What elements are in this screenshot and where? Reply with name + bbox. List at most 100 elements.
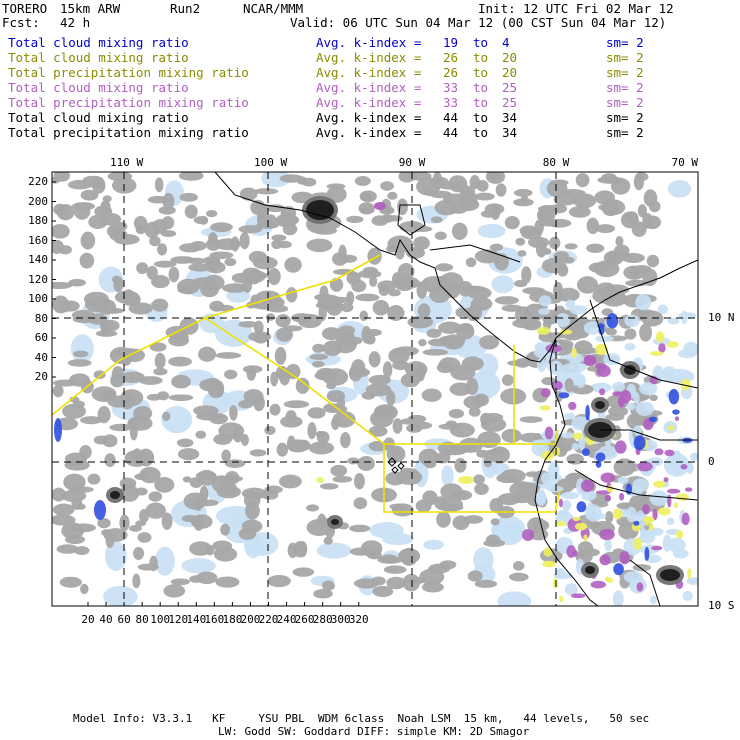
cloud-cell	[575, 173, 590, 188]
cloud-cell	[555, 568, 565, 579]
cloud-cell	[374, 202, 386, 210]
cloud-cell	[666, 488, 681, 494]
cloud-cell	[338, 325, 356, 336]
cloud-cell	[465, 377, 479, 396]
cloud-cell	[238, 400, 254, 409]
cloud-cell	[590, 382, 612, 393]
cloud-cell	[580, 527, 590, 540]
cloud-cell	[619, 492, 625, 501]
cloud-cell	[489, 498, 504, 514]
cloud-cell	[615, 236, 624, 247]
cloud-cell	[353, 497, 368, 510]
legend-value-low: 20	[502, 65, 518, 80]
cloud-cell	[538, 308, 551, 315]
cloud-cell	[540, 472, 551, 485]
cloud-cell	[162, 411, 171, 422]
cloud-cell	[539, 405, 551, 411]
cloud-cell	[340, 432, 351, 449]
cloud-cell	[68, 278, 86, 287]
cloud-cell	[541, 258, 566, 274]
cloud-cell	[574, 340, 593, 355]
cloud-cell	[678, 312, 697, 320]
cloud-cell	[372, 585, 394, 598]
cloud-cell	[388, 289, 401, 297]
cloud-cell	[239, 187, 258, 201]
cloud-cell	[639, 323, 653, 342]
cloud-cell	[483, 455, 493, 468]
cloud-cell	[480, 412, 492, 426]
cloud-cell	[463, 395, 485, 409]
cloud-cell	[667, 494, 672, 508]
cloud-cell	[380, 181, 394, 191]
cloud-cell	[648, 416, 658, 422]
cloud-cell	[170, 578, 190, 586]
cloud-cell	[189, 575, 204, 583]
cloud-cell	[189, 541, 212, 556]
cloud-cell	[655, 331, 665, 343]
cloud-cell	[623, 571, 643, 584]
cloud-cell	[170, 256, 196, 264]
cloud-cell	[278, 474, 302, 489]
legend-value-high: 33	[443, 95, 459, 110]
cloud-cell	[596, 364, 611, 378]
cloud-cell	[603, 284, 630, 296]
legend-value-low: 25	[502, 95, 518, 110]
cloud-cell	[229, 405, 238, 421]
cloud-cell	[574, 522, 588, 531]
cloud-cell	[423, 539, 444, 550]
cloud-cell	[667, 317, 680, 325]
cloud-cell	[418, 339, 427, 347]
cloud-cell	[458, 476, 474, 484]
cloud-cell	[500, 388, 527, 405]
cloud-cell	[331, 519, 339, 525]
cloud-cell	[163, 584, 186, 598]
x-grid-label: 120	[168, 613, 189, 626]
cloud-cell	[168, 266, 180, 283]
cloud-cell	[580, 479, 595, 492]
run-label: Run2	[170, 1, 201, 16]
cloud-cell	[558, 595, 564, 603]
cloud-cell	[598, 325, 605, 336]
cloud-cell	[315, 430, 325, 438]
cloud-cell	[639, 382, 658, 396]
cloud-cell	[330, 464, 348, 477]
cloud-cell	[100, 212, 122, 226]
cloud-cell	[241, 519, 263, 534]
cloud-cell	[438, 335, 460, 347]
cloud-cell	[485, 449, 505, 457]
cloud-cell	[636, 582, 644, 592]
cloud-cell	[595, 335, 614, 343]
legend-field: Total precipitation mixing ratio	[8, 125, 249, 140]
cloud-cell	[402, 573, 421, 592]
cloud-cell	[168, 356, 192, 367]
cloud-cell	[386, 390, 396, 406]
cloud-cell	[541, 450, 555, 461]
cloud-cell	[315, 301, 340, 310]
cloud-cell	[554, 521, 567, 527]
legend-value-high: 44	[443, 125, 459, 140]
cloud-cell	[553, 281, 564, 299]
longitude-label: 90 W	[398, 156, 426, 169]
cloud-cell	[326, 186, 347, 203]
cloud-cell	[154, 546, 175, 576]
cloud-cell	[563, 412, 576, 420]
cloud-cell	[284, 257, 302, 273]
cloud-cell	[595, 343, 609, 356]
cloud-cell	[295, 377, 310, 394]
cloud-cell	[441, 465, 454, 487]
cloud-cell	[215, 352, 242, 359]
cloud-cell	[644, 546, 650, 561]
cloud-cell	[381, 198, 392, 213]
cloud-cell	[132, 573, 141, 589]
legend-smoothing: sm= 2	[606, 50, 644, 65]
x-grid-label: 320	[348, 613, 369, 626]
cloud-cell	[182, 476, 192, 483]
cloud-cell	[63, 473, 86, 491]
cloud-cell	[633, 173, 644, 191]
cloud-cell	[205, 238, 221, 251]
cloud-cell	[80, 416, 103, 425]
cloud-cell	[426, 328, 442, 338]
cloud-cell	[53, 203, 67, 216]
cloud-cell	[564, 583, 578, 596]
cloud-cell	[504, 216, 520, 230]
